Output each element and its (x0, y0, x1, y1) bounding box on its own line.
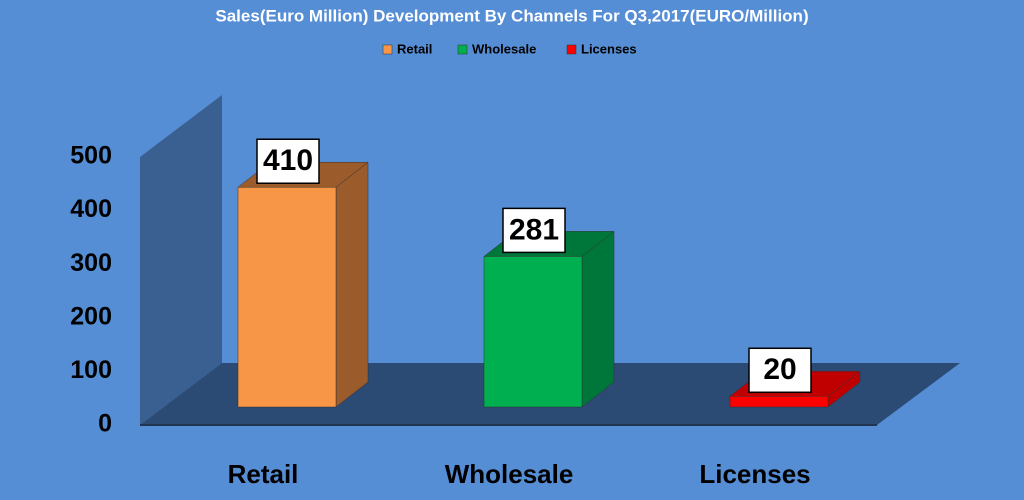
value-label: 20 (763, 353, 796, 386)
legend-label: Retail (397, 41, 432, 56)
x-tick-label: Retail (228, 459, 299, 489)
value-label-box (748, 347, 812, 394)
value-label: 410 (263, 144, 313, 177)
bar-side (335, 161, 369, 408)
y-tick-label: 0 (98, 410, 112, 438)
value-label-box (256, 138, 320, 184)
legend-swatch (382, 44, 393, 55)
y-tick-label: 200 (70, 302, 112, 330)
y-tick-label: 100 (70, 356, 112, 384)
bar-side (581, 230, 615, 408)
value-label-box (502, 207, 566, 254)
legend-label: Licenses (581, 41, 637, 56)
legend-label: Wholesale (472, 41, 536, 56)
y-tick-label: 400 (70, 195, 112, 223)
y-tick-label: 300 (70, 249, 112, 277)
bar (237, 186, 337, 408)
value-label: 281 (509, 213, 559, 246)
bar (483, 256, 583, 408)
legend-swatch (566, 44, 577, 55)
x-tick-label: Wholesale (445, 459, 574, 489)
legend-swatch (457, 44, 468, 55)
bar (729, 396, 829, 408)
chart-title: Sales(Euro Million) Development By Chann… (215, 6, 808, 25)
x-tick-label: Licenses (699, 459, 810, 489)
back-wall (140, 95, 222, 425)
y-tick-label: 500 (70, 142, 112, 170)
